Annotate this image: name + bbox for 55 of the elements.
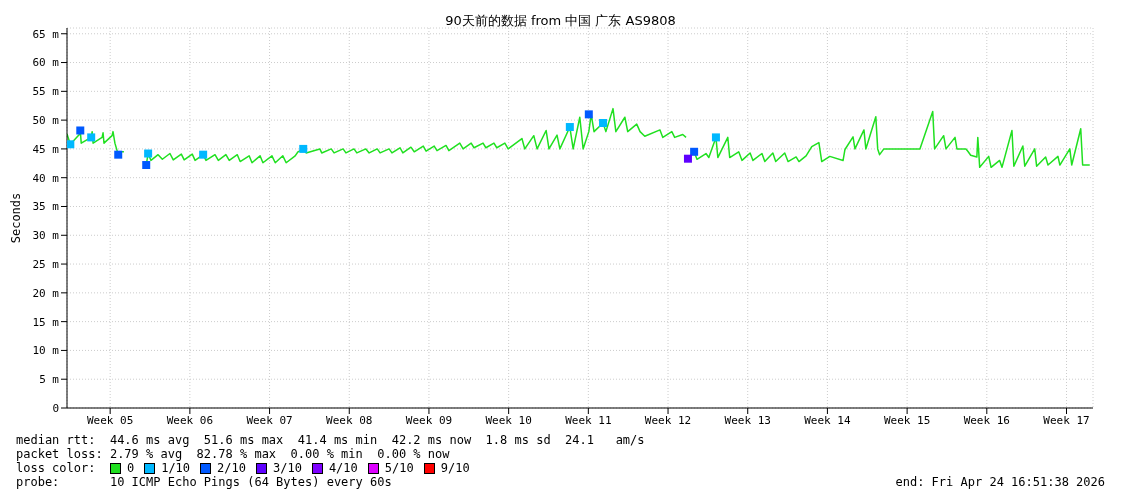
legend-label: 9/10 [440, 461, 470, 475]
point [565, 123, 574, 132]
text: packet loss: 2.79 % avg 82.78 % max 0.00 % min 0.00 % now [16, 447, 451, 461]
legend-label: 0 [126, 461, 135, 475]
y-tick-label: 50 m [32, 114, 60, 128]
x-tick-label: Week 13 [724, 413, 771, 427]
x-tick-label: Week 12 [644, 413, 692, 427]
y-tick-label: 0 [52, 401, 59, 415]
point [67, 140, 75, 149]
x-tick-label: Week 08 [326, 413, 373, 427]
point [144, 149, 153, 158]
y-tick-label: 10 m [32, 344, 60, 358]
x-tick-label: Week 17 [1043, 413, 1090, 427]
x-tick-label: Week 05 [86, 413, 134, 427]
y-axis-title: Seconds [9, 192, 23, 244]
y-tick-label: 20 m [32, 286, 60, 300]
point [114, 150, 123, 159]
y-tick-label: 55 m [32, 85, 60, 99]
x-tick-label: Week 06 [166, 413, 214, 427]
y-tick-label: 40 m [32, 171, 60, 185]
text: median rtt: 44.6 ms avg 51.6 ms max 41.4 ms min 42.2 ms now 1.8 ms sd 24.1 am/s [16, 433, 646, 447]
legend-label: 4/10 [328, 461, 358, 475]
x-tick-label: Week 10 [485, 413, 532, 427]
legend-label: 2/10 [217, 461, 246, 475]
legend-title: loss color: [16, 461, 97, 475]
point [87, 133, 96, 142]
y-tick-label: 60 m [32, 56, 60, 70]
point [584, 110, 593, 119]
y-tick-label: 65 m [32, 27, 60, 41]
text: probe: 10 ICMP Echo Pings (64 Bytes) every 60s [16, 475, 392, 489]
point [76, 126, 85, 135]
point [599, 119, 608, 127]
y-tick-label: 30 m [32, 229, 60, 243]
point [142, 161, 151, 170]
x-tick-label: Week 14 [804, 413, 851, 427]
y-tick-label: 35 m [32, 200, 60, 214]
text: end: Fri Apr 24 16:51:38 2026 [895, 475, 1105, 489]
y-tick-label: 45 m [32, 142, 60, 156]
point [199, 150, 208, 159]
y-tick-label: 15 m [32, 315, 60, 329]
chart-title: 90天前的数据 from 中国 广东 AS9808 [445, 13, 676, 28]
x-tick-label: Week 09 [405, 413, 453, 427]
x-tick-label: Week 11 [565, 413, 612, 427]
point [683, 154, 692, 163]
y-tick-label: 25 m [32, 257, 60, 271]
x-tick-label: Week 07 [246, 413, 293, 427]
legend-label: 3/10 [272, 461, 302, 475]
point [711, 133, 720, 142]
point [299, 144, 308, 153]
x-tick-label: Week 15 [883, 413, 931, 427]
legend-label: 5/10 [384, 461, 414, 475]
point [690, 147, 699, 156]
y-tick-label: 5 m [39, 373, 60, 387]
x-tick-label: Week 16 [963, 413, 1010, 427]
legend-label: 1/10 [161, 461, 191, 475]
